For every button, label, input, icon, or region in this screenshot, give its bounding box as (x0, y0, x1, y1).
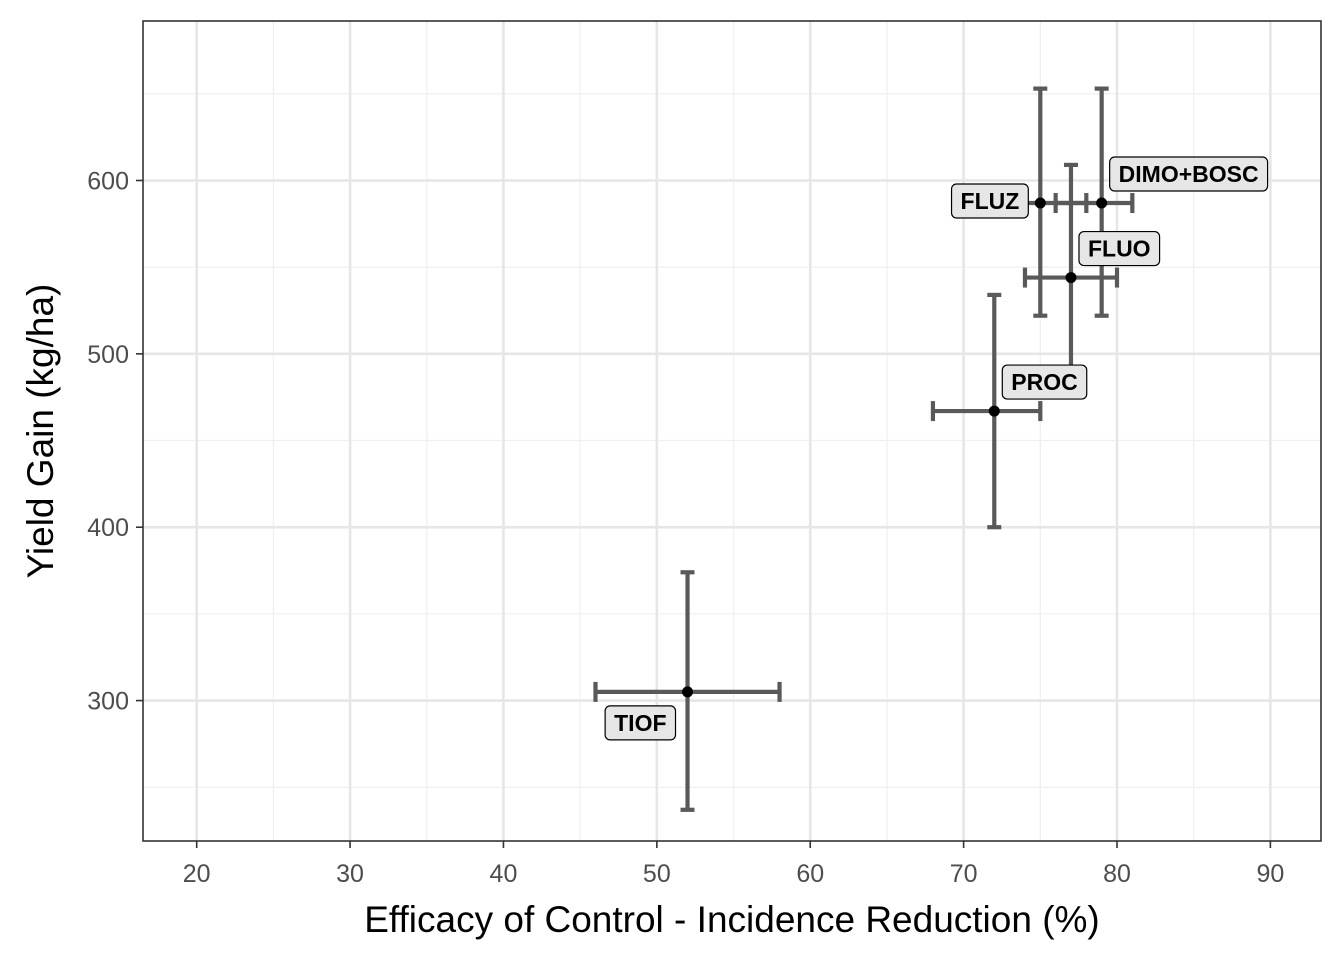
x-tick-label: 30 (336, 860, 364, 888)
x-tick-label: 40 (490, 860, 518, 888)
label-text: FLUO (1088, 236, 1151, 262)
data-point (1096, 197, 1108, 209)
label-text: TIOF (614, 710, 666, 736)
y-axis-ticks: 300 400 500 600 (87, 167, 143, 716)
point-label: DIMO+BOSC (1109, 156, 1269, 192)
label-box (950, 183, 1029, 219)
x-axis-ticks: 20 30 40 50 60 70 80 90 (183, 841, 1284, 888)
point-label: TIOF (604, 705, 677, 741)
major-gridlines (143, 21, 1321, 841)
y-axis-title: Yield Gain (kg/ha) (20, 284, 61, 579)
label-text: PROC (1011, 369, 1077, 395)
data-point (682, 686, 694, 698)
label-box (1001, 364, 1088, 400)
x-tick-label: 20 (183, 860, 211, 888)
minor-gridlines (143, 21, 1321, 841)
data-points (682, 197, 1108, 698)
data-point (1034, 197, 1046, 209)
label-text: FLUZ (961, 188, 1020, 214)
y-tick-label: 400 (87, 514, 129, 542)
y-tick-label: 300 (87, 688, 129, 716)
x-tick-label: 60 (796, 860, 824, 888)
data-point (1065, 272, 1077, 284)
point-label: FLUZ (950, 183, 1029, 219)
point-labels: TIOF PROC FLUO FLUZ DIMO+BOSC (604, 156, 1269, 741)
point-label: PROC (1001, 364, 1088, 400)
x-tick-label: 50 (643, 860, 671, 888)
x-tick-label: 80 (1103, 860, 1131, 888)
y-tick-label: 500 (87, 341, 129, 369)
label-box (604, 705, 677, 741)
y-tick-label: 600 (87, 167, 129, 195)
data-point (988, 405, 1000, 417)
label-box (1109, 156, 1269, 192)
panel-border (142, 20, 1322, 842)
label-box (1078, 230, 1161, 267)
x-tick-label: 70 (950, 860, 978, 888)
label-text: DIMO+BOSC (1119, 161, 1259, 187)
point-label: FLUO (1078, 230, 1161, 267)
x-axis-title: Efficacy of Control - Incidence Reductio… (364, 899, 1100, 940)
x-tick-label: 90 (1256, 860, 1284, 888)
